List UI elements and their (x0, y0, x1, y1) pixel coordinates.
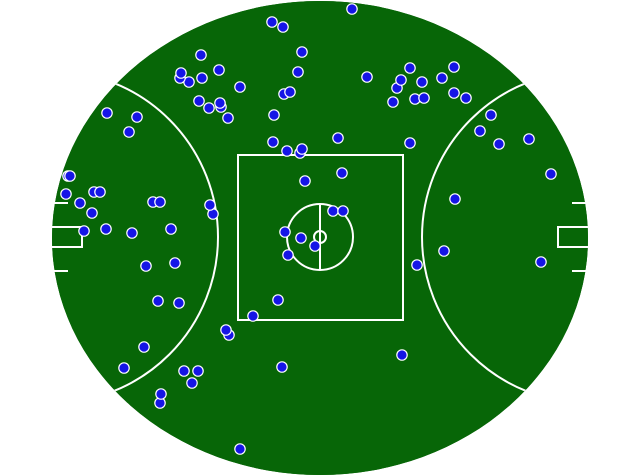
point (155, 388, 167, 400)
point (154, 196, 166, 208)
point (247, 310, 259, 322)
point (404, 62, 416, 74)
point (296, 143, 308, 155)
point (64, 170, 76, 182)
point (196, 72, 208, 84)
point (222, 112, 234, 124)
point (327, 205, 339, 217)
point (193, 95, 205, 107)
centre-square (237, 154, 404, 321)
point (346, 3, 358, 15)
arc-right (421, 70, 588, 404)
point (361, 71, 373, 83)
point (284, 86, 296, 98)
point (292, 66, 304, 78)
point (411, 259, 423, 271)
point (336, 167, 348, 179)
point (74, 197, 86, 209)
point (100, 223, 112, 235)
goal-square-left (52, 226, 83, 248)
point (493, 138, 505, 150)
point (178, 365, 190, 377)
point (272, 294, 284, 306)
point (123, 126, 135, 138)
point (173, 297, 185, 309)
point (485, 109, 497, 121)
point (195, 49, 207, 61)
point (60, 188, 72, 200)
point (295, 232, 307, 244)
point (416, 76, 428, 88)
point (78, 225, 90, 237)
point (214, 97, 226, 109)
point (448, 87, 460, 99)
point (138, 341, 150, 353)
point (279, 226, 291, 238)
point (186, 377, 198, 389)
point (535, 256, 547, 268)
point (94, 186, 106, 198)
point (436, 72, 448, 84)
point (418, 92, 430, 104)
point (118, 362, 130, 374)
point (545, 168, 557, 180)
point (152, 295, 164, 307)
point (126, 227, 138, 239)
point (276, 361, 288, 373)
point (220, 324, 232, 336)
point (449, 193, 461, 205)
point (296, 46, 308, 58)
point (337, 205, 349, 217)
point (395, 74, 407, 86)
point (277, 21, 289, 33)
point (266, 16, 278, 28)
points (60, 3, 557, 455)
point (387, 96, 399, 108)
point (332, 132, 344, 144)
point (140, 260, 152, 272)
point (204, 199, 216, 211)
point (192, 365, 204, 377)
point (131, 111, 143, 123)
point (86, 207, 98, 219)
point (281, 145, 293, 157)
point (299, 175, 311, 187)
point (234, 443, 246, 455)
point (460, 92, 472, 104)
point (474, 125, 486, 137)
point (309, 240, 321, 252)
point (234, 81, 246, 93)
goal-square-right (557, 226, 588, 248)
point (268, 109, 280, 121)
point (165, 223, 177, 235)
point (169, 257, 181, 269)
point (438, 245, 450, 257)
point (203, 102, 215, 114)
point (448, 61, 460, 73)
point (404, 137, 416, 149)
point (213, 64, 225, 76)
arc-left (52, 70, 219, 404)
point (175, 67, 187, 79)
point (267, 136, 279, 148)
point (282, 249, 294, 261)
point (396, 349, 408, 361)
point (523, 133, 535, 145)
point (101, 107, 113, 119)
